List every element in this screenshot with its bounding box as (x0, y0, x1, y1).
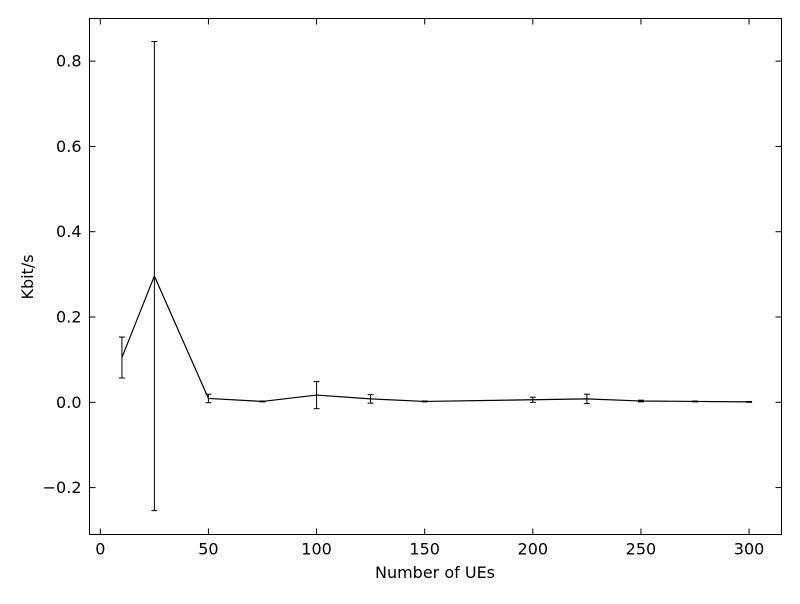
x-tick-label: 200 (518, 540, 549, 559)
y-tick-label: −0.2 (43, 478, 82, 497)
y-tick-label: 0.0 (56, 393, 81, 412)
plot-area (89, 18, 782, 535)
x-tick-label: 250 (626, 540, 657, 559)
x-axis-label: Number of UEs (375, 563, 495, 582)
x-tick-label: 150 (409, 540, 440, 559)
y-tick-label: 0.2 (56, 308, 81, 327)
y-tick-label: 0.8 (56, 52, 81, 71)
y-axis-label: Kbit/s (18, 254, 37, 299)
axis-ticks: 0 50 100 150 200 250 300 −0.2 0.0 0.2 0.4 0.6 0.8 (43, 18, 782, 559)
y-tick-label: 0.6 (56, 137, 81, 156)
y-tick-label: 0.4 (56, 222, 81, 241)
x-tick-label: 0 (95, 540, 105, 559)
data-line (121, 274, 750, 403)
series-line (121, 274, 750, 403)
x-tick-label: 300 (734, 540, 765, 559)
x-tick-label: 100 (301, 540, 332, 559)
x-tick-label: 50 (198, 540, 218, 559)
